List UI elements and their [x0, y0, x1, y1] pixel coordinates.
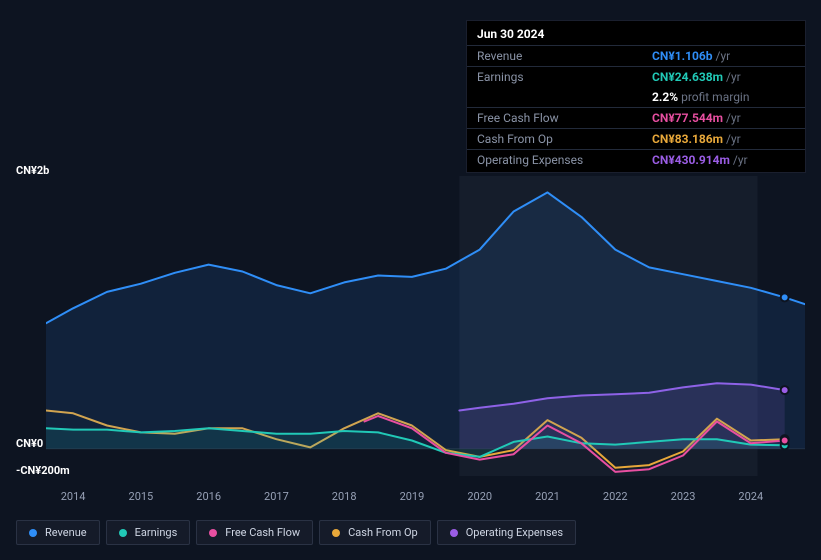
tooltip-row-label: Earnings [467, 67, 642, 88]
series-marker-free_cash_flow [781, 437, 789, 445]
legend-label: Earnings [135, 526, 178, 539]
y-tick-label: CN¥0 [16, 437, 43, 450]
tooltip-row-value: CN¥83.186m /yr [642, 129, 805, 150]
x-tick-label: 2021 [535, 490, 560, 503]
tooltip-date: Jun 30 2024 [467, 27, 805, 45]
data-tooltip: Jun 30 2024 RevenueCN¥1.106b /yrEarnings… [466, 20, 806, 173]
tooltip-row-sub: 2.2% profit margin [467, 87, 805, 108]
series-marker-revenue [781, 293, 789, 301]
tooltip-row-value: CN¥24.638m /yr [642, 67, 805, 88]
legend-label: Cash From Op [348, 526, 418, 539]
legend-label: Operating Expenses [466, 526, 563, 539]
legend-dot-icon [450, 529, 458, 537]
tooltip-row-value: CN¥1.106b /yr [642, 46, 805, 67]
legend-item-operating_expenses[interactable]: Operating Expenses [437, 520, 576, 545]
tooltip-row: RevenueCN¥1.106b /yr [467, 46, 805, 67]
tooltip-row: Free Cash FlowCN¥77.544m /yr [467, 108, 805, 129]
tooltip-table: RevenueCN¥1.106b /yrEarningsCN¥24.638m /… [467, 45, 805, 170]
x-tick-label: 2016 [196, 490, 221, 503]
tooltip-row: EarningsCN¥24.638m /yr [467, 67, 805, 88]
x-tick-label: 2019 [400, 490, 425, 503]
series-marker-operating_expenses [781, 386, 789, 394]
chart-area: CN¥2bCN¥0-CN¥200m [16, 160, 805, 480]
legend-item-cash_from_op[interactable]: Cash From Op [319, 520, 431, 545]
tooltip-row-value: CN¥77.544m /yr [642, 108, 805, 129]
x-tick-label: 2015 [129, 490, 154, 503]
legend-label: Free Cash Flow [225, 526, 300, 539]
x-tick-label: 2022 [603, 490, 628, 503]
tooltip-row: Cash From OpCN¥83.186m /yr [467, 129, 805, 150]
legend-item-free_cash_flow[interactable]: Free Cash Flow [196, 520, 313, 545]
tooltip-row-label: Revenue [467, 46, 642, 67]
legend-label: Revenue [45, 526, 87, 539]
tooltip-row-label: Cash From Op [467, 129, 642, 150]
x-tick-label: 2017 [264, 490, 289, 503]
x-tick-label: 2018 [332, 490, 357, 503]
legend-item-revenue[interactable]: Revenue [16, 520, 100, 545]
legend-dot-icon [119, 529, 127, 537]
chart-plot[interactable] [46, 176, 805, 476]
x-tick-label: 2024 [738, 490, 763, 503]
legend-dot-icon [29, 529, 37, 537]
x-tick-label: 2014 [61, 490, 86, 503]
x-tick-label: 2020 [467, 490, 492, 503]
y-tick-label: CN¥2b [16, 164, 49, 177]
page-root: Jun 30 2024 RevenueCN¥1.106b /yrEarnings… [0, 0, 821, 560]
legend-dot-icon [209, 529, 217, 537]
x-tick-label: 2023 [671, 490, 696, 503]
tooltip-row-label: Free Cash Flow [467, 108, 642, 129]
legend-dot-icon [332, 529, 340, 537]
legend-item-earnings[interactable]: Earnings [106, 520, 191, 545]
x-axis-ticks: 2014 2015 2016 2017 2018 2019 2020 2021 2022 2023… [46, 490, 805, 504]
legend: Revenue Earnings Free Cash Flow Cash From O… [16, 520, 576, 545]
